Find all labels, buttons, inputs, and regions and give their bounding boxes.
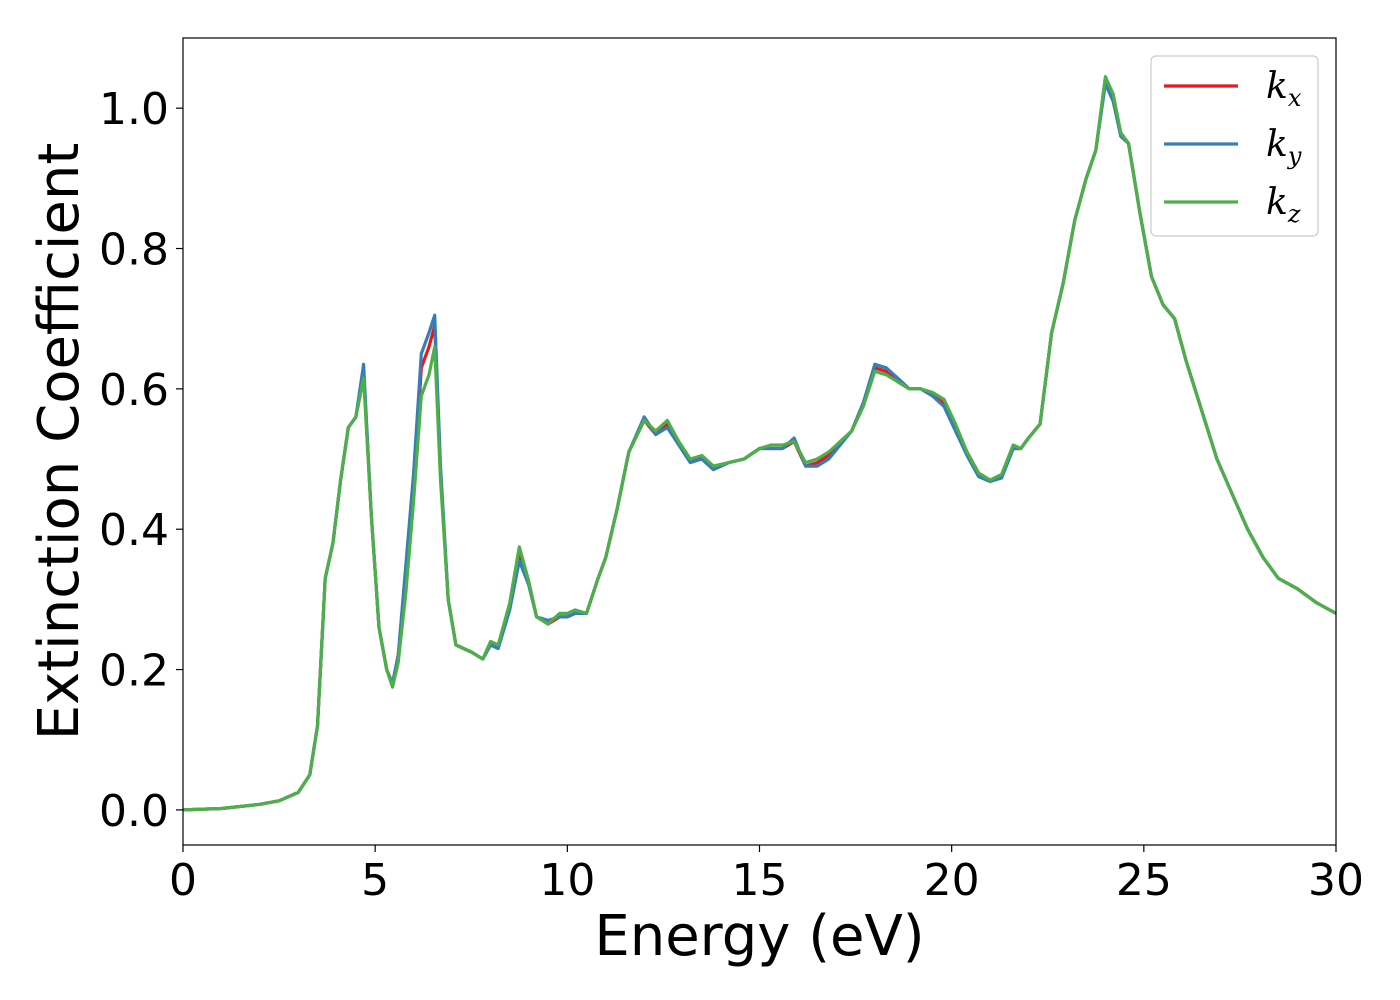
legend-label-subscript: z (1287, 200, 1301, 228)
series-layer (183, 75, 1336, 812)
x-tick-label: 5 (361, 855, 389, 906)
y-tick-label: 0.0 (99, 786, 169, 837)
y-axis-ticks: 0.0 0.2 0.4 0.6 0.8 1.0 (99, 84, 183, 837)
x-tick-label: 20 (924, 855, 980, 906)
y-tick-label: 0.2 (99, 646, 169, 697)
x-axis-label: Energy (eV) (594, 904, 924, 969)
x-tick-label: 0 (169, 855, 197, 906)
x-tick-label: 15 (732, 855, 788, 906)
y-tick-label: 0.8 (99, 225, 169, 276)
legend-label-main: k (1266, 182, 1288, 223)
legend-label-k-z: kz (1266, 182, 1301, 228)
legend-label-k-x: kx (1266, 66, 1302, 112)
y-tick-label: 0.6 (99, 365, 169, 416)
legend-label-k-y: ky (1266, 124, 1302, 170)
x-tick-label: 10 (539, 855, 595, 906)
legend-label-main: k (1266, 66, 1288, 107)
legend-label-subscript: x (1288, 84, 1302, 112)
plot-area (183, 38, 1336, 845)
y-axis-label: Extinction Coefficient (27, 143, 92, 741)
legend-label-main: k (1266, 124, 1288, 165)
x-tick-label: 25 (1116, 855, 1172, 906)
y-tick-label: 0.4 (99, 505, 169, 556)
y-tick-label: 1.0 (99, 84, 169, 135)
x-axis-ticks: 0 5 10 15 20 25 30 (169, 845, 1364, 906)
series-line-k-z (183, 75, 1336, 812)
legend-label-subscript: y (1287, 142, 1302, 170)
legend-box (1150, 55, 1319, 237)
x-tick-label: 30 (1308, 855, 1364, 906)
